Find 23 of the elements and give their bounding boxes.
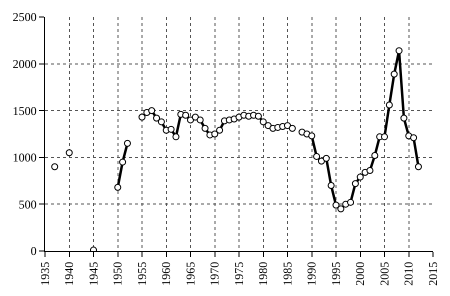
y-tick-label: 500 <box>18 197 37 212</box>
x-tick-label: 2010 <box>402 262 416 286</box>
x-tick-label: 1940 <box>62 262 76 286</box>
y-tick-label: 2000 <box>12 57 37 71</box>
y-tick-label: 2500 <box>12 10 37 24</box>
y-tick-label: 0 <box>30 244 37 258</box>
x-tick-label: 1950 <box>110 262 125 286</box>
x-tick-label: 2005 <box>377 262 392 286</box>
x-tick-label: 1945 <box>86 262 100 286</box>
x-tick-label: 1975 <box>232 262 246 286</box>
y-tick-label: 1000 <box>12 150 37 165</box>
x-tick-label: 2015 <box>426 262 440 286</box>
x-tick-label: 1970 <box>208 262 222 286</box>
x-tick-label: 1955 <box>134 262 149 286</box>
x-tick-label: 1985 <box>280 262 294 286</box>
x-tick-label: 1965 <box>183 262 198 286</box>
x-tick-label: 1995 <box>328 262 343 286</box>
y-tick-label: 1500 <box>12 104 37 118</box>
x-tick-label: 1990 <box>304 262 319 286</box>
x-tick-label: 1980 <box>256 262 270 286</box>
x-tick-label: 1960 <box>159 262 174 286</box>
x-tick-label: 2000 <box>353 262 368 286</box>
x-tick-label: 1935 <box>38 262 52 286</box>
